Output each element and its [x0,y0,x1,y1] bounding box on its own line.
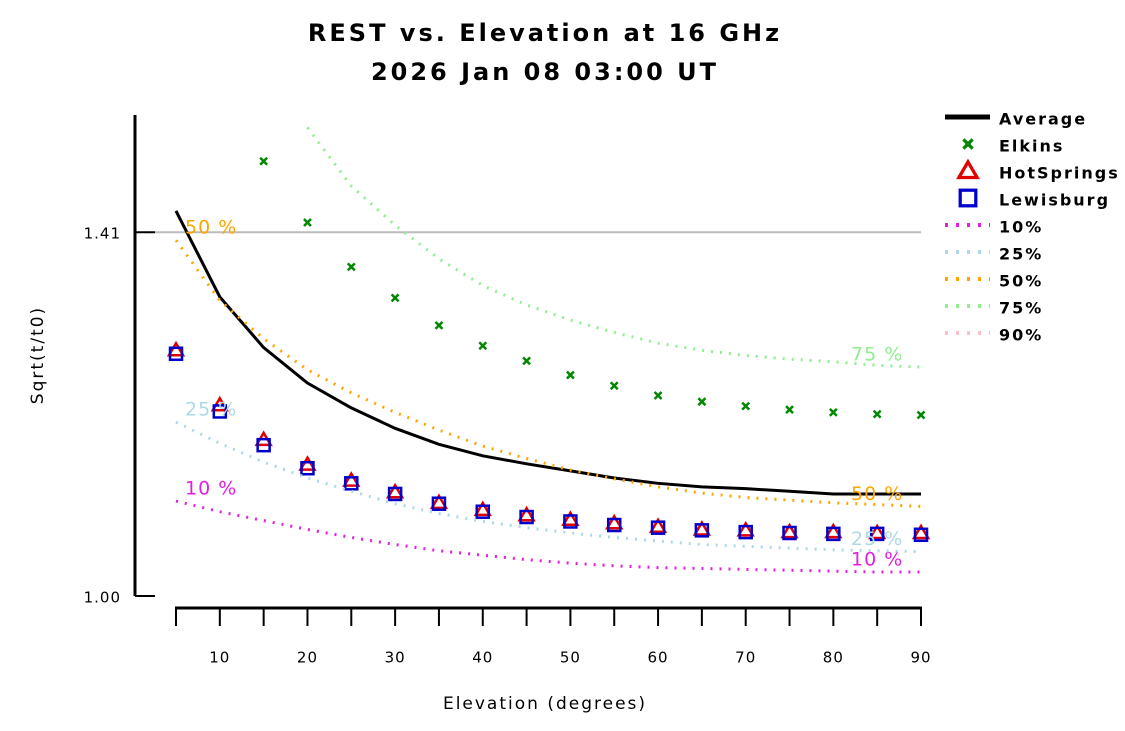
data-point [609,381,619,391]
y-axis-label: Sqrt(t/t0) [28,306,48,404]
x-tick-label: 90 [910,649,931,667]
data-point [473,500,492,517]
legend-label: 25% [999,245,1043,264]
data-point [692,519,712,536]
x-tick-label: 60 [648,649,669,667]
data-point [606,517,622,533]
data-point [166,340,186,357]
data-point [828,407,838,417]
data-point [344,476,359,491]
legend-label: 50% [999,272,1043,291]
data-point [694,523,710,538]
data-point [561,510,580,526]
legend-label: Elkins [999,137,1064,156]
legend-label: 10% [999,218,1043,237]
curve-label: 25 % [185,399,237,421]
curve-label: 50 % [851,483,903,505]
legend-swatch [962,138,974,150]
data-point [300,460,315,476]
percentile-line [175,420,922,554]
data-point [916,410,926,420]
data-point [869,526,885,542]
data-point [824,522,843,539]
data-point [522,356,531,366]
data-point [826,526,841,542]
data-point [168,346,184,362]
curve-label: 50 % [185,217,237,239]
legend-label: 90% [999,326,1043,345]
data-point [650,520,666,535]
x-tick-label: 40 [472,649,493,667]
data-point [697,397,707,407]
legend-swatch [958,188,978,208]
data-point [256,437,271,453]
legend-label: 75% [999,299,1043,318]
data-point [605,513,624,530]
x-tick-label: 10 [209,649,230,667]
curve-label: 25 % [851,528,903,550]
data-point [780,522,799,539]
data-point [653,391,663,400]
legend-label: Lewisburg [999,191,1110,210]
data-point [478,341,488,351]
data-point [385,482,405,499]
data-point [738,524,753,540]
percentile-line [306,126,922,369]
data-point [741,401,751,411]
chart-subtitle: 2026 Jan 08 03:00 UT [371,58,719,86]
data-point [785,405,794,415]
data-point [563,514,578,529]
data-point [390,293,400,303]
data-point [431,496,447,511]
data-point [259,156,269,166]
data-point [346,262,356,272]
x-tick-label: 80 [823,649,844,667]
legend-swatch [956,158,980,180]
data-point [566,370,575,380]
curve-label: 75 % [851,344,903,366]
x-axis-label: Elevation (degrees) [443,694,647,714]
chart-title: REST vs. Elevation at 16 GHz [308,19,782,47]
x-tick-label: 20 [297,649,318,667]
curve-label: 10 % [851,549,903,571]
x-tick-label: 70 [735,649,756,667]
legend-label: Average [999,110,1087,129]
percentile-line [175,499,921,574]
data-point [475,504,491,519]
data-point [872,409,882,419]
data-point [736,520,755,537]
average-line [174,210,921,496]
data-point [911,523,931,540]
data-point [429,493,449,510]
data-point [212,404,228,419]
x-tick-label: 50 [560,649,581,667]
data-point [519,509,534,525]
y-tick-label: 1.41 [84,225,121,243]
data-point [517,505,536,522]
data-point [867,523,887,540]
data-point [303,218,312,227]
x-tick-label: 30 [385,649,406,667]
legend-label: HotSprings [999,164,1120,183]
data-point [913,527,929,543]
data-point [342,471,361,487]
data-point [298,455,317,471]
data-point [387,486,403,502]
y-tick-label: 1.00 [84,589,121,607]
data-point [782,525,797,541]
curve-label: 10 % [185,478,237,500]
data-point [434,320,444,330]
data-point [648,517,668,534]
